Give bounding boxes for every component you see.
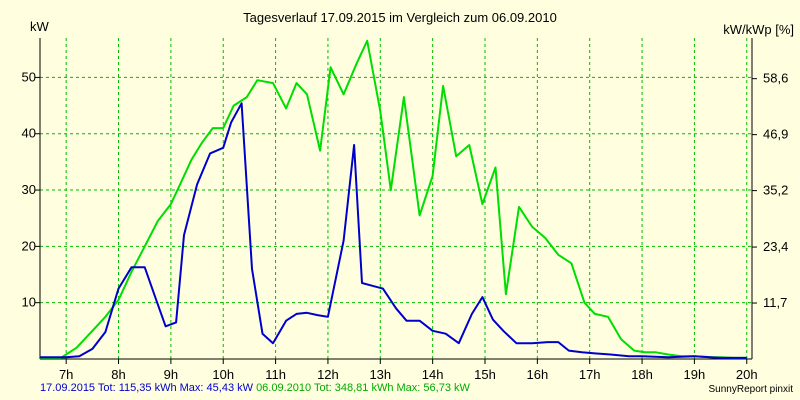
y-tick-label-right: 11,7 [763,295,787,310]
y-tick-label-left: 50 [22,69,36,84]
x-tick-label: 7h [59,367,73,382]
series-line-2015 [40,102,747,359]
x-tick-label: 17h [579,367,601,382]
x-tick-label: 13h [369,367,391,382]
x-tick-label: 19h [684,367,706,382]
x-tick-label: 18h [631,367,653,382]
x-tick-label: 15h [474,367,496,382]
y-axis-left-label: kW [30,19,49,34]
axes: 7h 8h 9h 10h 11h 12h 13h 14h 15h 16h 17h 18h 19h 20h 1… [22,38,788,382]
footer-series1: 17.09.2015 Tot: 115,35 kWh Max: 45,43 kW [40,382,253,394]
grid-lines [40,38,752,359]
x-tick-label: 11h [265,367,286,382]
x-tick-label: 10h [212,367,234,382]
y-tick-label-left: 40 [22,126,36,141]
y-tick-label-right: 35,2 [763,183,788,198]
chart-title: Tagesverlauf 17.09.2015 im Vergleich zum… [243,10,557,25]
y-axis-right-label: kW/kWp [%] [723,22,794,37]
y-tick-label-right: 58,6 [763,71,788,86]
x-tick-label: 8h [111,367,125,382]
brand-label: SunnyReport pinxit [708,384,794,395]
y-tick-label-right: 23,4 [763,239,788,254]
footer-series2: 06.09.2010 Tot: 348,81 kWh Max: 56,73 kW [256,382,470,394]
y-tick-label-left: 30 [22,182,36,197]
x-tick-label: 12h [317,367,339,382]
series-line-2010 [40,39,747,359]
series-lines [40,39,747,359]
x-tick-label: 20h [736,367,758,382]
chart-footer: 17.09.2015 Tot: 115,35 kWh Max: 45,43 kW… [40,382,470,394]
y-tick-label-left: 10 [22,295,36,310]
x-tick-label: 16h [527,367,549,382]
y-tick-label-right: 46,9 [763,127,788,142]
x-tick-label: 9h [164,367,178,382]
x-tick-label: 14h [422,367,444,382]
y-tick-label-left: 20 [22,238,36,253]
